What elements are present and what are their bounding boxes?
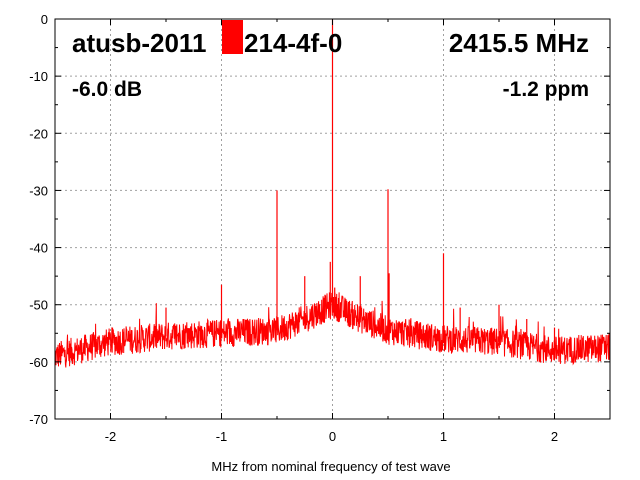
y-tick-label: -50 xyxy=(29,298,48,313)
x-axis-label: MHz from nominal frequency of test wave xyxy=(211,459,450,474)
y-tick-label: -60 xyxy=(29,355,48,370)
y-tick-label: -40 xyxy=(29,241,48,256)
x-tick-label: 2 xyxy=(551,429,558,444)
noise-trace xyxy=(54,292,611,368)
legend-color-swatch xyxy=(222,20,243,54)
spectrum-trace xyxy=(54,19,611,368)
x-tick-label: -2 xyxy=(105,429,117,444)
y-tick-label: -70 xyxy=(29,412,48,427)
y-tick-label: -30 xyxy=(29,183,48,198)
ppm-offset-label: -1.2 ppm xyxy=(503,78,589,101)
axis-ticks: -2 -1 0 1 20-10-20-30-40-50-60-70 xyxy=(29,12,611,444)
x-tick-label: 1 xyxy=(440,429,447,444)
frequency-label: 2415.5 MHz xyxy=(449,28,589,58)
device-label: atusb-2011 xyxy=(72,28,206,58)
x-tick-label: -1 xyxy=(216,429,228,444)
y-tick-label: -20 xyxy=(29,126,48,141)
y-tick-label: -10 xyxy=(29,69,48,84)
device-label-rest: 214-4f-0 xyxy=(244,28,342,58)
y-tick-label: 0 xyxy=(41,12,48,27)
attenuation-label: -6.0 dB xyxy=(72,78,142,101)
x-tick-label: 0 xyxy=(329,429,336,444)
